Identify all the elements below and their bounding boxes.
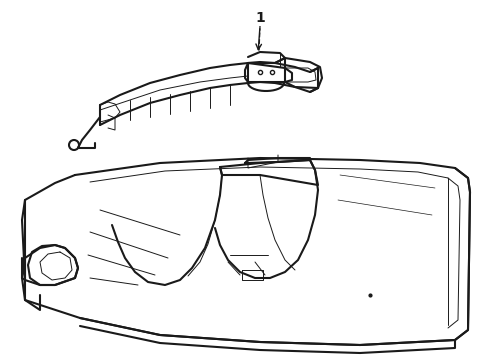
Text: 1: 1 <box>255 11 265 25</box>
